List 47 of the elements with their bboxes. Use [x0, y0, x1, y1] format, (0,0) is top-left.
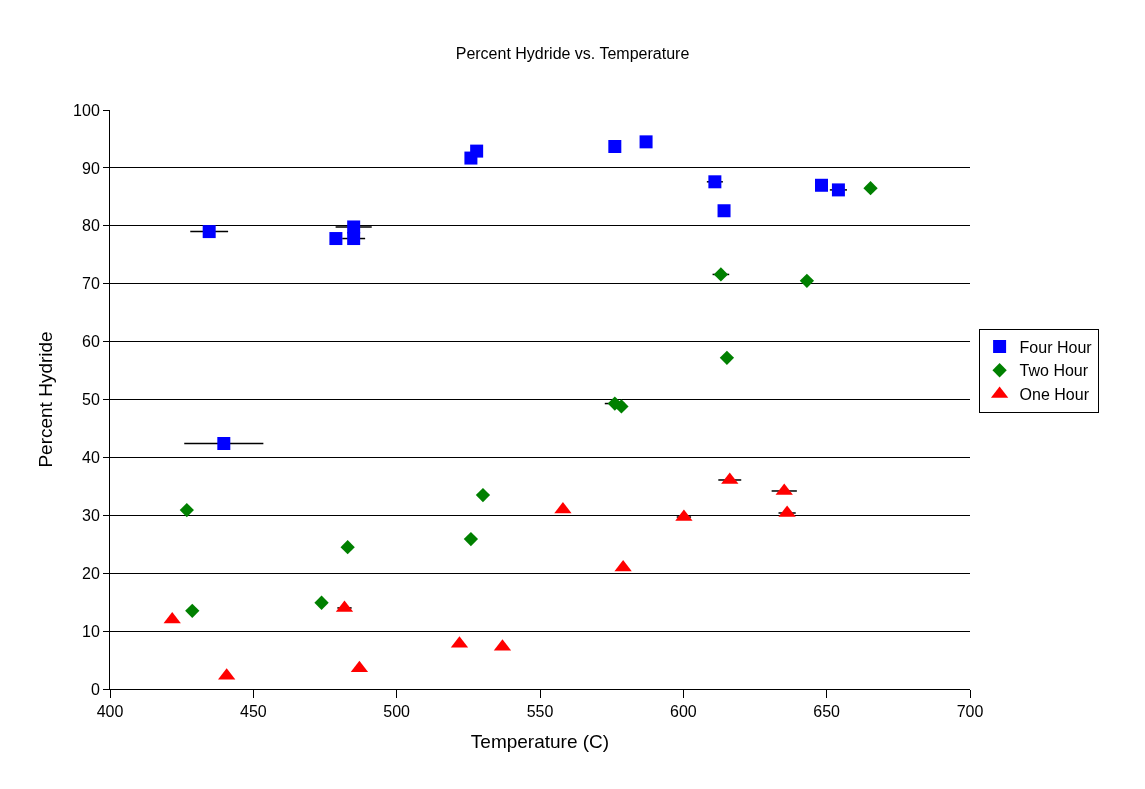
y-tick-label: 40	[82, 449, 100, 466]
y-tick-label: 70	[82, 275, 100, 293]
x-tick-label: 450	[239, 703, 267, 721]
y-tick-label: 10	[82, 622, 100, 640]
chart-title: Percent Hydride vs. Temperature	[455, 44, 690, 62]
x-tick-label: 600	[669, 703, 697, 721]
x-tick-label: 700	[956, 703, 984, 721]
point	[863, 181, 878, 196]
y-axis-title: Percent Hydride	[34, 331, 56, 468]
point	[608, 139, 622, 153]
point	[713, 267, 729, 282]
x-tick-label: 650	[813, 703, 841, 721]
point	[347, 232, 361, 246]
point	[463, 531, 479, 547]
x-tick-label: 400	[96, 703, 124, 721]
point	[329, 232, 343, 246]
point	[347, 220, 361, 234]
y-tick-label: 80	[82, 217, 100, 235]
x-tick-label: 500	[383, 703, 411, 721]
point	[717, 204, 731, 218]
x-tick-label: 550	[526, 703, 554, 721]
point	[217, 437, 231, 450]
y-tick-label: 90	[82, 159, 100, 177]
point	[614, 559, 632, 572]
point	[614, 399, 629, 414]
point	[815, 178, 829, 192]
point	[639, 135, 653, 149]
y-tick-label: 60	[82, 333, 100, 351]
y-tick-label: 30	[82, 506, 100, 524]
y-tick-label: 100	[73, 101, 100, 119]
point	[475, 487, 491, 503]
point	[179, 502, 194, 518]
legend-label: One Hour	[1019, 386, 1090, 404]
y-tick-label: 20	[82, 564, 100, 582]
legend-label: Four Hour	[1019, 338, 1093, 356]
point	[202, 225, 216, 239]
point	[470, 144, 484, 158]
point	[185, 603, 200, 618]
point	[799, 273, 815, 288]
point	[719, 350, 735, 365]
x-axis-title: Temperature (C)	[470, 731, 610, 752]
point	[831, 183, 845, 197]
y-tick-label: 0	[90, 680, 100, 698]
point	[314, 595, 329, 610]
point	[340, 540, 355, 555]
y-tick-label: 50	[82, 391, 100, 409]
point	[708, 175, 722, 189]
